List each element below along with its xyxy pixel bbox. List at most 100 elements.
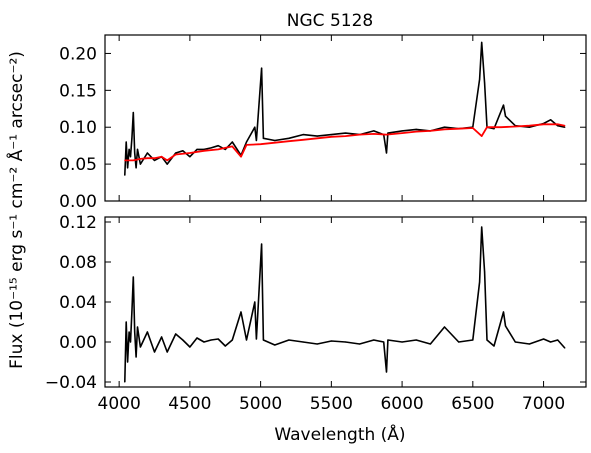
data-point-0-1-34 (528, 125, 531, 127)
top-ticks-group: 0.00 0.05 0.10 0.15 0.20 (59, 35, 586, 212)
data-point-0-1-24 (401, 132, 403, 134)
data-point-1-0-37 (373, 339, 375, 341)
data-point-0-0-27 (255, 139, 257, 142)
data-point-0-1-31 (486, 126, 488, 128)
data-point-1-0-2 (127, 361, 129, 363)
data-point-1-0-38 (383, 341, 385, 343)
data-point-0-1-13 (245, 144, 248, 146)
data-point-0-1-6 (166, 159, 168, 161)
data-point-1-0-53 (504, 325, 507, 327)
data-point-0-1-35 (543, 123, 545, 125)
bottom-ticks-group: −0.04 0.00 0.04 0.08 0.12 4000 4500 5000 5500 600… (45, 213, 586, 414)
data-point-0-0-49 (484, 82, 486, 84)
data-point-0-1-37 (564, 125, 566, 127)
top-frame (104, 34, 587, 202)
data-point-0-1-25 (415, 131, 417, 133)
data-point-0-1-14 (260, 143, 262, 145)
data-point-0-0-47 (479, 78, 481, 80)
y-tick-label-0-0: 0.00 (59, 192, 97, 212)
data-point-1-0-51 (493, 345, 495, 347)
data-point-0-0-6 (132, 111, 134, 114)
data-point-0-1-21 (359, 134, 361, 136)
y-tick-label-0-3: 0.15 (59, 81, 97, 101)
data-point-0-0-37 (373, 130, 375, 132)
x-tick-label-1: 4500 (168, 394, 211, 414)
data-point-0-0-25 (245, 141, 248, 143)
data-point-0-0-53 (504, 115, 507, 117)
data-point-1-0-57 (550, 341, 552, 343)
data-point-1-0-24 (240, 311, 242, 313)
data-point-1-0-13 (161, 336, 163, 338)
data-point-0-1-11 (231, 145, 233, 147)
data-point-0-1-7 (175, 153, 177, 156)
data-point-0-0-59 (564, 126, 566, 128)
data-point-0-0-52 (502, 104, 505, 106)
data-point-1-0-28 (261, 243, 263, 245)
data-point-0-0-23 (231, 141, 233, 143)
bottom-panel: −0.04 0.00 0.04 0.08 0.12 4000 4500 5000 5500 600… (45, 213, 587, 414)
data-point-0-0-34 (330, 134, 332, 136)
series-line-0-0 (124, 41, 565, 176)
data-point-0-1-36 (557, 123, 559, 125)
data-point-1-0-43 (429, 343, 431, 345)
x-tick-label-0: 4000 (98, 394, 141, 414)
data-point-0-0-15 (175, 152, 177, 154)
data-point-0-0-51 (493, 128, 495, 130)
data-point-1-0-9 (136, 326, 139, 328)
data-point-0-1-3 (146, 157, 148, 159)
data-point-0-1-30 (481, 135, 483, 137)
data-point-1-0-31 (288, 339, 290, 341)
y-tick-label-1-3: 0.08 (59, 253, 97, 273)
data-point-1-0-48 (481, 226, 483, 228)
data-point-1-0-34 (330, 340, 332, 342)
y-axis-label: Flux (10⁻¹⁵ erg s⁻¹ cm⁻² Å⁻¹ arcsec⁻²) (5, 51, 27, 369)
data-point-1-0-40 (387, 339, 389, 341)
data-point-0-1-1 (132, 159, 134, 161)
data-point-0-0-33 (316, 135, 318, 137)
data-point-0-0-35 (344, 132, 347, 134)
x-tick-label-4: 6000 (380, 394, 423, 414)
data-point-0-1-17 (302, 139, 304, 141)
data-point-0-1-27 (443, 128, 446, 130)
data-point-0-1-29 (472, 127, 474, 129)
data-point-0-1-2 (139, 158, 141, 160)
data-point-0-0-17 (189, 156, 191, 158)
data-point-1-0-1 (125, 321, 127, 323)
data-point-0-1-12 (240, 156, 242, 158)
data-point-1-0-14 (166, 351, 168, 353)
y-tick-label-1-1: 0.00 (59, 333, 97, 353)
data-point-0-1-4 (153, 157, 156, 159)
data-point-0-0-12 (153, 159, 156, 161)
data-point-1-0-19 (203, 341, 205, 343)
data-point-0-1-0 (124, 159, 126, 161)
data-point-0-1-15 (274, 142, 276, 144)
x-tick-label-2: 5000 (239, 394, 282, 414)
data-point-1-0-55 (528, 343, 531, 345)
data-point-1-0-0 (124, 381, 126, 383)
data-point-1-0-8 (135, 356, 137, 358)
data-point-0-0-39 (385, 152, 388, 154)
data-point-0-1-33 (514, 125, 516, 128)
data-point-0-0-5 (131, 137, 133, 139)
data-point-1-0-25 (245, 339, 248, 341)
data-point-0-0-29 (262, 137, 264, 139)
data-point-0-1-20 (344, 135, 347, 137)
data-point-0-0-1 (125, 141, 127, 143)
data-point-1-0-20 (210, 339, 212, 341)
data-point-1-0-59 (564, 347, 566, 349)
data-point-0-0-16 (182, 150, 184, 152)
bottom-series-group (124, 226, 566, 383)
data-point-0-0-26 (254, 126, 256, 128)
data-point-1-0-32 (302, 341, 304, 343)
bottom-plot-area (105, 217, 586, 387)
x-axis-label: Wavelength (Å) (274, 423, 405, 445)
data-point-1-0-3 (128, 331, 130, 333)
data-point-1-0-10 (139, 346, 141, 348)
data-point-0-0-9 (136, 148, 139, 150)
data-point-1-0-27 (255, 338, 257, 340)
data-point-0-0-21 (217, 145, 219, 147)
y-tick-label-0-1: 0.05 (59, 155, 97, 175)
data-point-0-0-40 (387, 132, 389, 134)
x-tick-label-5: 6500 (451, 394, 494, 414)
